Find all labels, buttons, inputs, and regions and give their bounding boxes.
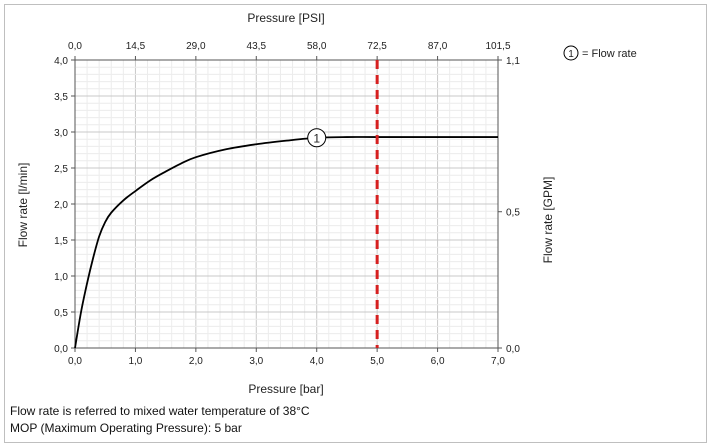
- series-marker-circle: [307, 128, 327, 148]
- series-line-flow-rate: [74, 136, 498, 349]
- y-left-tick-label: 1,5: [54, 236, 68, 247]
- x-bottom-tick-label: 5,0: [370, 356, 384, 367]
- legend: 1 = Flow rate: [563, 45, 637, 61]
- y-left-tick-label: 3,5: [54, 92, 68, 103]
- legend-marker-label: 1: [568, 49, 574, 60]
- top-axis-title: Pressure [PSI]: [247, 11, 324, 25]
- x-top-tick-label: 101,5: [485, 41, 510, 52]
- x-bottom-tick-label: 6,0: [431, 356, 445, 367]
- grid-lines: [74, 59, 499, 349]
- y-right-tick-label: 0,0: [506, 344, 520, 355]
- y-left-tick-label: 3,0: [54, 128, 68, 139]
- x-top-tick-label: 72,5: [367, 41, 387, 52]
- y-left-tick-label: 4,0: [54, 56, 68, 67]
- y-left-tick-label: 0,0: [54, 344, 68, 355]
- x-top-tick-label: 29,0: [186, 41, 206, 52]
- series-layer: [74, 136, 498, 349]
- left-axis-title: Flow rate [l/min]: [16, 163, 30, 248]
- x-bottom-tick-label: 4,0: [310, 356, 324, 367]
- y-left-tick-label: 2,5: [54, 164, 68, 175]
- note-temperature: Flow rate is referred to mixed water tem…: [10, 404, 310, 418]
- bottom-axis-ticks: 0,0 1,0 2,0 3,0 4,0 5,0 6,0 7,0: [68, 348, 505, 367]
- note-mop: MOP (Maximum Operating Pressure): 5 bar: [10, 421, 242, 435]
- y-left-tick-label: 2,0: [54, 200, 68, 211]
- x-bottom-tick-label: 0,0: [68, 356, 82, 367]
- x-top-tick-label: 14,5: [126, 41, 146, 52]
- series-marker-layer: 1: [307, 128, 327, 148]
- right-axis-title: Flow rate [GPM]: [541, 177, 555, 264]
- y-right-tick-label: 0,5: [506, 208, 520, 219]
- x-top-tick-label: 58,0: [307, 41, 327, 52]
- series-marker-label: 1: [313, 131, 320, 145]
- legend-marker: [563, 45, 579, 61]
- right-axis-ticks: 0,0 0,5 1,1: [498, 56, 520, 355]
- y-right-tick-label: 1,1: [506, 56, 520, 67]
- bottom-axis-title: Pressure [bar]: [248, 382, 323, 396]
- x-top-tick-label: 43,5: [247, 41, 267, 52]
- legend-text: = Flow rate: [582, 48, 637, 60]
- y-left-tick-label: 0,5: [54, 308, 68, 319]
- x-bottom-tick-label: 1,0: [128, 356, 142, 367]
- x-top-tick-label: 87,0: [428, 41, 448, 52]
- x-bottom-tick-label: 3,0: [249, 356, 263, 367]
- x-top-tick-label: 0,0: [68, 41, 82, 52]
- left-axis-ticks: 0,0 0,5 1,0 1,5 2,0 2,5 3,0 3,5 4,0: [54, 56, 75, 355]
- x-bottom-tick-label: 2,0: [189, 356, 203, 367]
- x-bottom-tick-label: 7,0: [491, 356, 505, 367]
- top-axis-ticks: 0,0 14,5 29,0 43,5 58,0 72,5 87,0 101,5: [68, 41, 511, 60]
- y-left-tick-label: 1,0: [54, 272, 68, 283]
